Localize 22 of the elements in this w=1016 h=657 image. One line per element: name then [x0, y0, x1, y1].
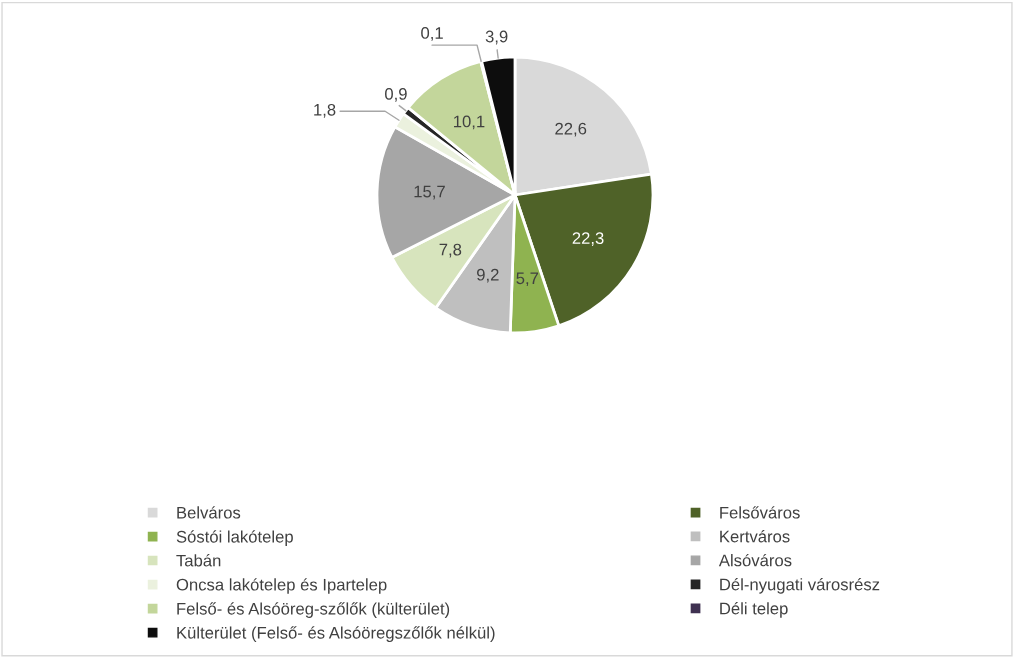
legend-label: Felső- és Alsóöreg-szőlők (külterület): [177, 602, 450, 618]
legend-label: Alsóváros: [718, 553, 792, 567]
data-label: 1,8: [314, 103, 336, 118]
data-label: 22,3: [572, 232, 604, 246]
data-label: 15,7: [414, 185, 445, 200]
data-label: 9,2: [477, 268, 499, 283]
legend-label: Tabán: [176, 554, 221, 567]
legend-label: Külterület (Felső- és Alsóöregszőlők nélkül): [177, 626, 495, 642]
legend-label: Felsőváros: [720, 506, 800, 519]
data-label: 3,9: [485, 30, 508, 45]
data-label: 22,6: [555, 122, 587, 137]
legend-label: Kertváros: [720, 530, 790, 543]
data-label: 0,1: [421, 27, 443, 41]
data-label: 7,8: [439, 243, 462, 258]
data-label: 10,1: [454, 115, 485, 130]
legend-label: Oncsa lakótelep és Ipartelep: [176, 578, 387, 594]
legend-label: Déli telep: [720, 602, 788, 618]
data-label: 5,7: [516, 272, 539, 287]
legend-label: Belváros: [177, 506, 241, 519]
data-label: 0,9: [385, 87, 407, 102]
legend-label: Dél-nyugati városrész: [720, 577, 880, 594]
legend-label: Sóstói lakótelep: [176, 530, 293, 546]
